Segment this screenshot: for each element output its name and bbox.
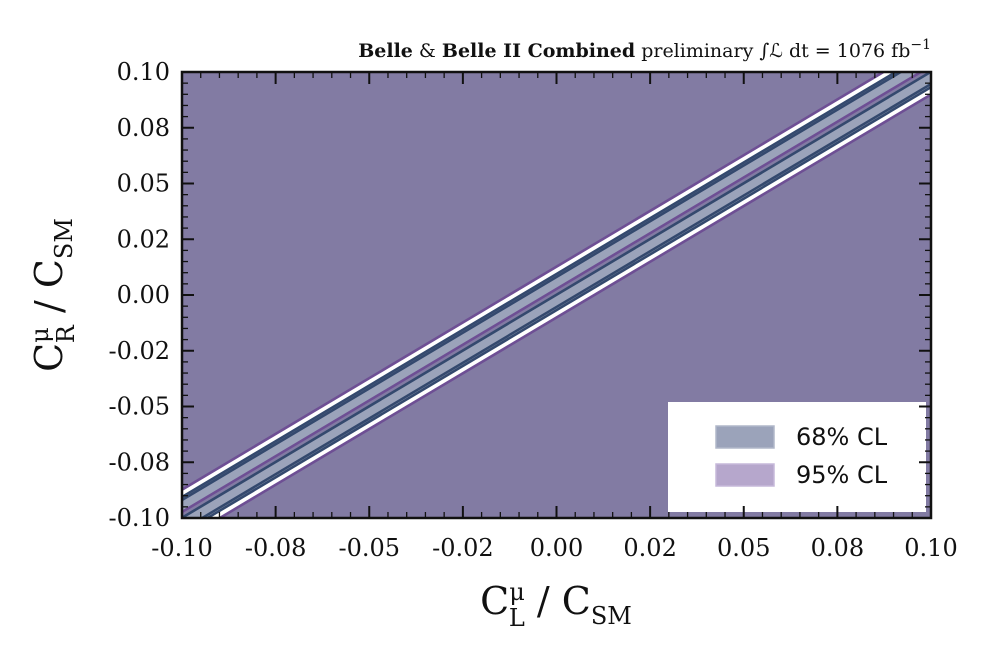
legend-box <box>668 402 926 512</box>
y-tick-label: 0.10 <box>117 58 170 86</box>
y-tick-label: -0.08 <box>108 448 170 476</box>
x-tick-label: 0.08 <box>811 534 864 562</box>
x-tick-label: -0.08 <box>245 534 307 562</box>
x-axis: -0.10 -0.08 -0.05 -0.02 0.00 0.02 0.05 0.08 0.10 <box>151 72 958 562</box>
legend: 68% CL 95% CL <box>668 402 926 512</box>
x-tick-label: 0.10 <box>904 534 957 562</box>
contour-68-upper-outer <box>182 72 904 502</box>
contour-upper-edge <box>182 72 899 499</box>
x-tick-label: 0.00 <box>530 534 583 562</box>
y-tick-label: 0.08 <box>117 114 170 142</box>
contour-95-upper-outer <box>182 72 886 492</box>
y-tick-label: 0.05 <box>117 170 170 198</box>
legend-label-68: 68% CL <box>796 423 888 451</box>
legend-label-95: 95% CL <box>796 461 888 489</box>
y-tick-label: -0.05 <box>108 393 170 421</box>
contour-68-lower-outer <box>199 82 931 518</box>
y-axis-label: CμR / CSM <box>26 218 80 372</box>
x-tick-label: -0.10 <box>151 534 213 562</box>
legend-swatch-95 <box>715 463 775 487</box>
contour-center-lower <box>182 72 931 518</box>
legend-swatch-68 <box>715 425 775 449</box>
y-tick-label: 0.00 <box>117 281 170 309</box>
y-tick-label: -0.02 <box>108 337 170 365</box>
chart-title: Belle & Belle II Combined preliminary ∫ℒ… <box>358 37 931 62</box>
contour-lower-edge <box>204 85 931 518</box>
x-tick-label: 0.05 <box>717 534 770 562</box>
y-tick-label: -0.10 <box>108 504 170 532</box>
x-axis-label: Cμ L / CSM <box>480 578 632 632</box>
y-axis: 0.10 0.08 0.05 0.02 0.00 -0.02 -0.05 -0.08 -0.10 <box>108 58 931 532</box>
x-tick-label: -0.02 <box>432 534 494 562</box>
y-tick-label: 0.02 <box>117 225 170 253</box>
x-tick-label: 0.02 <box>623 534 676 562</box>
x-tick-label: -0.05 <box>338 534 400 562</box>
contour-center-upper <box>182 72 924 514</box>
